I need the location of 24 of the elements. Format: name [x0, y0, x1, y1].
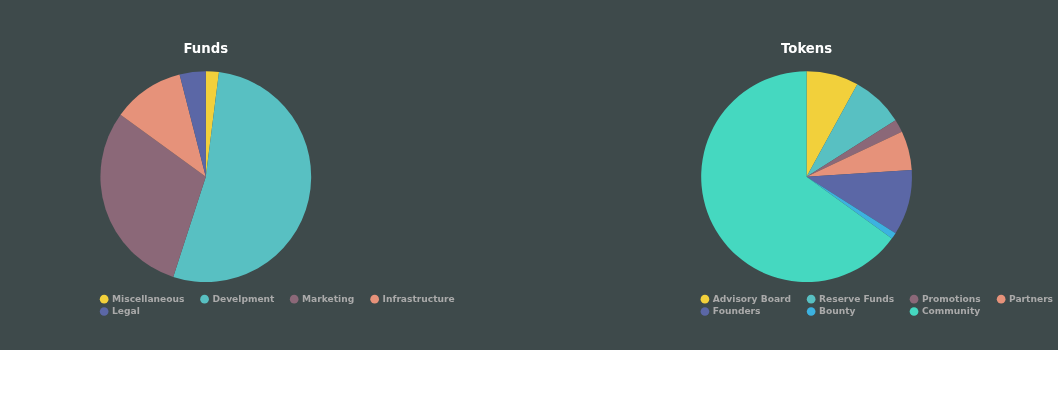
legend-label: Founders: [712, 305, 761, 316]
pie-slice: [100, 114, 206, 277]
legend-label: Bounty: [819, 305, 856, 316]
legend-label: Legal: [112, 305, 140, 316]
pie-slice: [806, 131, 912, 177]
pie-slice: [179, 71, 206, 177]
legend-label: Promotions: [921, 293, 981, 304]
legend-label: Develpment: [212, 293, 276, 304]
pie-slice: [806, 84, 896, 177]
chart-title: Tokens: [780, 41, 833, 57]
legend-label: Miscellaneous: [112, 293, 185, 304]
legend-label: Community: [921, 305, 981, 316]
legend-label: Marketing: [302, 293, 355, 304]
pie-slice: [806, 120, 902, 177]
pie-slice: [806, 71, 858, 177]
legend-label: Advisory Board: [712, 293, 792, 304]
legend-label: Partners: [1009, 293, 1054, 304]
pie-slice: [120, 74, 206, 177]
legend-label: Infrastructure: [382, 293, 455, 304]
pie-slice: [173, 72, 312, 282]
chart-title: Funds: [183, 41, 229, 57]
pie-slice: [701, 71, 892, 282]
legend-label: Reserve Funds: [819, 293, 895, 304]
pie-slice: [806, 170, 912, 234]
